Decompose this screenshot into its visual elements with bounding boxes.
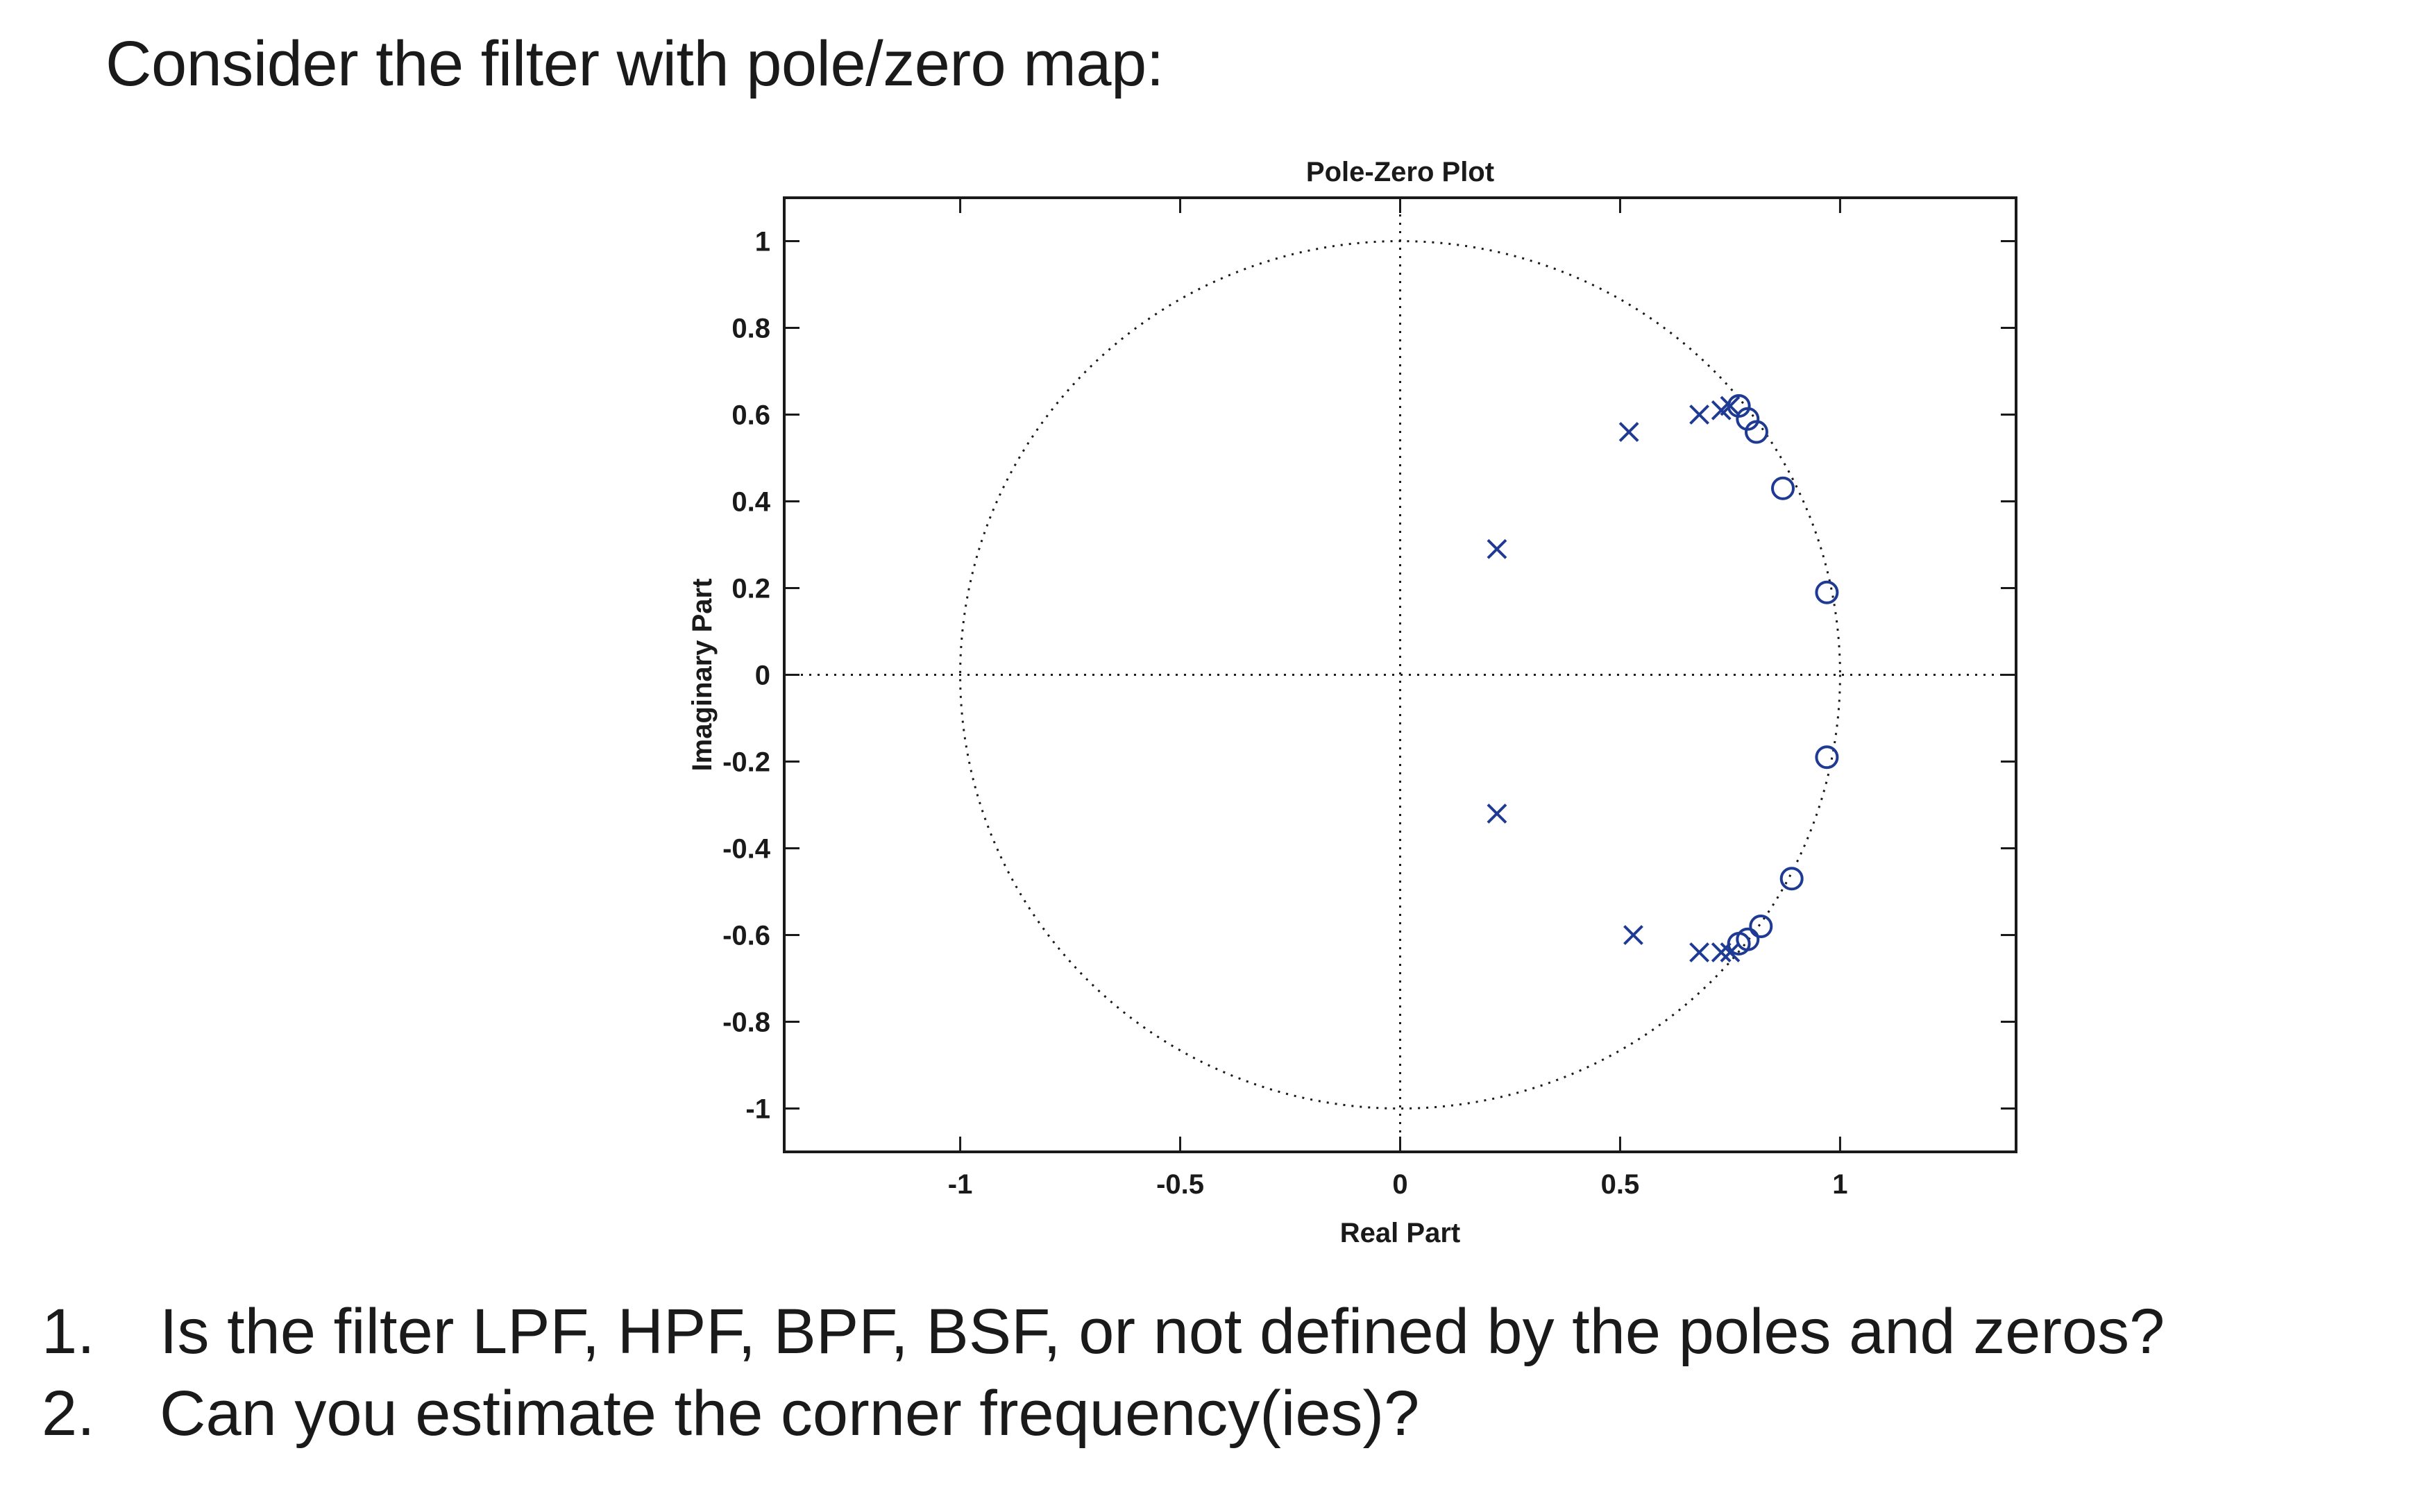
x-tick-label: 0 bbox=[1392, 1169, 1407, 1200]
zero-marker bbox=[1749, 915, 1773, 938]
zero-marker bbox=[1736, 927, 1760, 951]
pole-marker bbox=[1618, 422, 1639, 442]
pole-marker bbox=[1720, 396, 1741, 416]
pole-marker bbox=[1487, 538, 1507, 559]
y-tick-label: 0.4 bbox=[731, 487, 770, 518]
pole-stroke bbox=[1618, 422, 1639, 442]
y-tick-label: 0.6 bbox=[731, 400, 770, 431]
problem-heading: Consider the filter with pole/zero map: bbox=[105, 28, 1164, 99]
zero-marker bbox=[1815, 580, 1839, 604]
pole-stroke bbox=[1689, 405, 1709, 425]
pole-stroke bbox=[1711, 942, 1732, 962]
x-tick-label: -0.5 bbox=[1156, 1169, 1204, 1200]
y-tick-label: 0.2 bbox=[731, 574, 770, 604]
y-tick-label: 0 bbox=[755, 661, 770, 691]
x-axis-label: Real Part bbox=[1340, 1218, 1460, 1248]
pole-stroke bbox=[1487, 538, 1507, 559]
y-tick-label: -0.4 bbox=[722, 834, 771, 865]
x-tick-label: -1 bbox=[948, 1169, 973, 1200]
zero-marker bbox=[1771, 476, 1795, 500]
pole-marker bbox=[1623, 925, 1643, 945]
pole-marker bbox=[1689, 405, 1709, 425]
question-number: 2. bbox=[42, 1378, 95, 1449]
pole-marker bbox=[1689, 942, 1709, 962]
question-text: Can you estimate the corner frequency(ie… bbox=[160, 1378, 1420, 1449]
y-tick-label: -1 bbox=[745, 1094, 770, 1125]
question-item: 2. Can you estimate the corner frequency(… bbox=[42, 1373, 2165, 1454]
zero-marker bbox=[1744, 420, 1768, 444]
y-tick-label: -0.2 bbox=[722, 747, 770, 778]
pole-stroke bbox=[1720, 396, 1741, 416]
y-tick-label: -0.8 bbox=[722, 1008, 770, 1038]
pole-stroke bbox=[1623, 925, 1643, 945]
plot-title: Pole-Zero Plot bbox=[1306, 157, 1494, 187]
question-list: 1. Is the filter LPF, HPF, BPF, BSF, or n… bbox=[42, 1291, 2165, 1454]
pole-marker bbox=[1711, 942, 1732, 962]
y-tick-label: -0.6 bbox=[722, 921, 770, 951]
zero-marker bbox=[1815, 745, 1839, 770]
y-tick-label: 1 bbox=[755, 227, 770, 257]
x-tick-label: 1 bbox=[1832, 1169, 1847, 1200]
unit-circle bbox=[959, 240, 1841, 1110]
y-axis-label: Imaginary Part bbox=[687, 579, 718, 772]
question-text: Is the filter LPF, HPF, BPF, BSF, or not… bbox=[160, 1296, 2165, 1367]
pole-marker bbox=[1720, 942, 1741, 962]
pole-stroke bbox=[1720, 942, 1741, 962]
y-tick-label: 0.8 bbox=[731, 314, 770, 344]
pole-marker bbox=[1487, 804, 1507, 824]
question-number: 1. bbox=[42, 1296, 95, 1367]
x-tick-label: 0.5 bbox=[1601, 1169, 1640, 1200]
zero-marker bbox=[1779, 867, 1804, 891]
pole-stroke bbox=[1689, 942, 1709, 962]
question-item: 1. Is the filter LPF, HPF, BPF, BSF, or n… bbox=[42, 1291, 2165, 1373]
pole-stroke bbox=[1487, 804, 1507, 824]
